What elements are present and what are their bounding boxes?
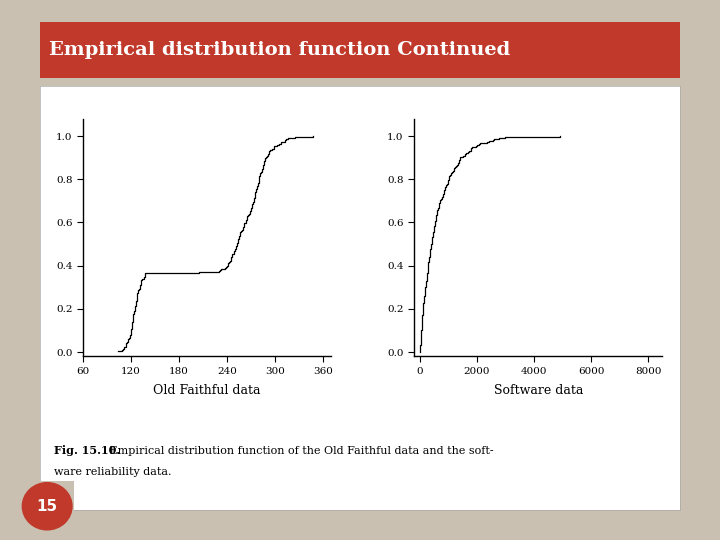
Text: Empirical distribution function of the Old Faithful data and the soft-: Empirical distribution function of the O…	[106, 446, 493, 456]
Text: Empirical distribution function Continued: Empirical distribution function Continue…	[49, 41, 510, 59]
X-axis label: Old Faithful data: Old Faithful data	[153, 384, 261, 397]
X-axis label: Software data: Software data	[493, 384, 583, 397]
Text: Fig. 15.10.: Fig. 15.10.	[54, 446, 120, 456]
Circle shape	[22, 483, 72, 530]
Text: ware reliability data.: ware reliability data.	[54, 467, 171, 477]
Text: 15: 15	[37, 499, 58, 514]
